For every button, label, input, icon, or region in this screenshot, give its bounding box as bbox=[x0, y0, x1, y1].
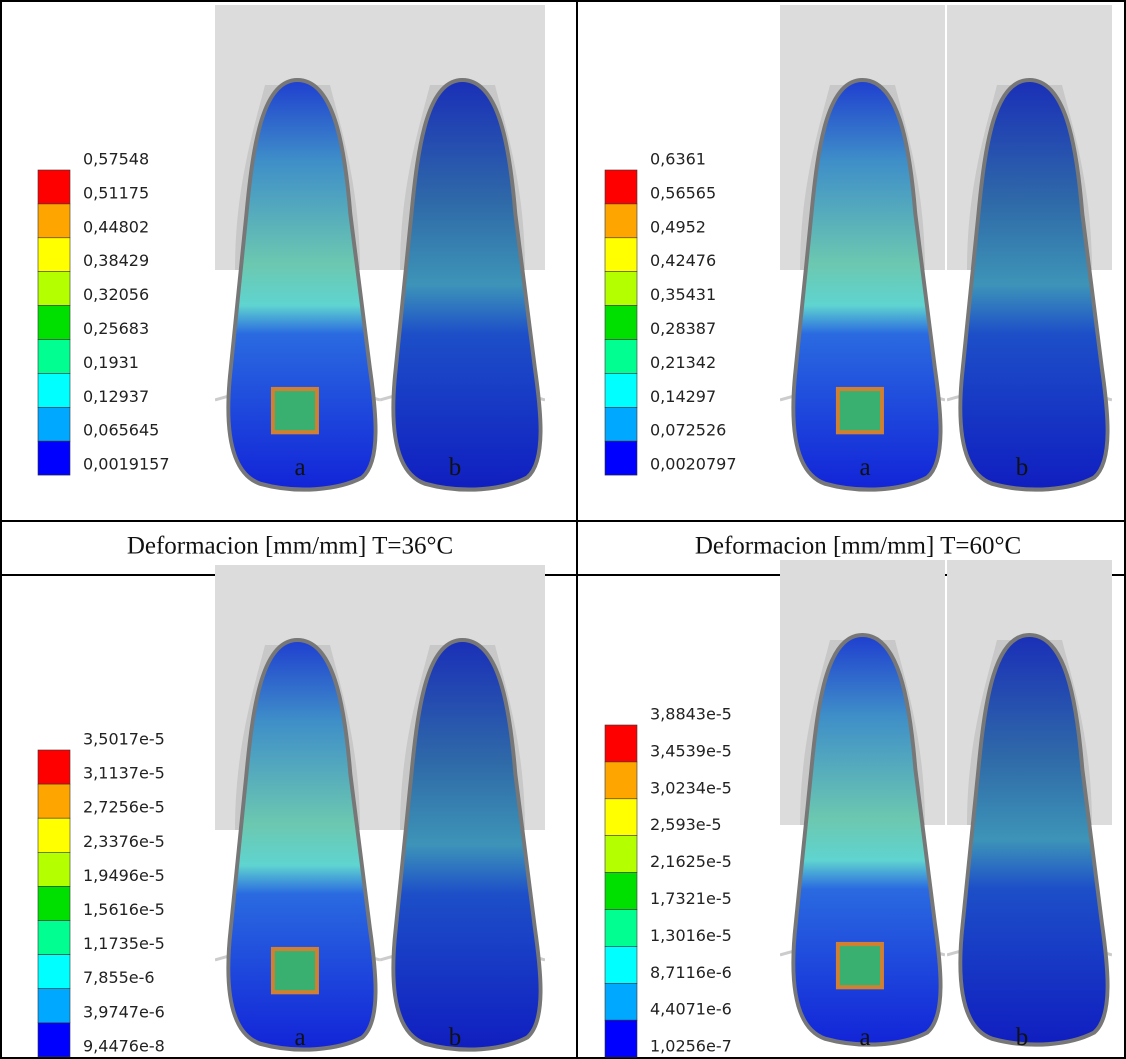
legend-label: 2,7256e-5 bbox=[83, 798, 165, 817]
legend-swatch bbox=[37, 373, 71, 408]
legend-label: 0,35431 bbox=[650, 285, 716, 304]
image-label: a bbox=[294, 1024, 305, 1051]
legend-label: 2,3376e-5 bbox=[83, 832, 165, 851]
defect bbox=[835, 941, 884, 990]
image-label: b bbox=[1016, 454, 1029, 481]
caption: Deformacion [mm/mm] T=60°C bbox=[695, 533, 1021, 560]
legend-label: 0,065645 bbox=[83, 421, 159, 440]
legend-swatch bbox=[604, 872, 638, 910]
legend-swatch bbox=[604, 339, 638, 374]
legend-label: 0,12937 bbox=[83, 387, 149, 406]
legend-swatch bbox=[37, 817, 71, 853]
legend-label: 3,1137e-5 bbox=[83, 764, 165, 783]
legend-swatch bbox=[37, 305, 71, 340]
legend-label: 9,4476e-8 bbox=[83, 1036, 165, 1055]
legend-swatch bbox=[604, 373, 638, 408]
legend-label: 0,56565 bbox=[650, 183, 716, 202]
legend-label: 0,21342 bbox=[650, 353, 716, 372]
legend-swatch bbox=[604, 440, 638, 476]
legend-label: 8,7116e-6 bbox=[650, 963, 732, 982]
legend-swatch bbox=[604, 305, 638, 340]
legend-label: 7,855e-6 bbox=[83, 968, 155, 987]
legend-swatch bbox=[604, 798, 638, 836]
legend-label: 0,4952 bbox=[650, 217, 706, 236]
legend-swatch bbox=[604, 237, 638, 273]
defect bbox=[835, 386, 884, 435]
legend-swatch bbox=[37, 988, 71, 1024]
legend-label: 3,8843e-5 bbox=[650, 705, 732, 724]
legend-label: 1,9496e-5 bbox=[83, 866, 165, 885]
legend-label: 0,0020797 bbox=[650, 455, 737, 474]
legend-swatch bbox=[604, 982, 638, 1021]
legend-label: 1,1735e-5 bbox=[83, 934, 165, 953]
legend-swatch bbox=[37, 237, 71, 273]
image-label: a bbox=[859, 454, 870, 481]
tooth bbox=[228, 80, 375, 490]
legend-label: 0,6361 bbox=[650, 150, 706, 169]
legend-label: 3,5017e-5 bbox=[83, 730, 165, 749]
legend-swatch bbox=[37, 271, 71, 306]
legend-swatch bbox=[37, 783, 71, 819]
defect bbox=[270, 386, 319, 435]
legend-swatch bbox=[604, 1019, 638, 1058]
legend-swatch bbox=[604, 909, 638, 947]
image-label: a bbox=[294, 454, 305, 481]
legend-label: 0,14297 bbox=[650, 387, 716, 406]
legend-label: 3,9747e-6 bbox=[83, 1002, 165, 1021]
caption: Deformacion [mm/mm] T=36°C bbox=[127, 533, 453, 560]
legend-label: 0,0019157 bbox=[83, 455, 170, 474]
legend-label: 0,51175 bbox=[83, 183, 149, 202]
legend-label: 0,28387 bbox=[650, 319, 716, 338]
tooth bbox=[793, 635, 940, 1045]
legend-label: 0,072526 bbox=[650, 421, 726, 440]
legend-label: 0,32056 bbox=[83, 285, 149, 304]
legend-swatch bbox=[37, 339, 71, 374]
legend-label: 0,44802 bbox=[83, 217, 149, 236]
legend-swatch bbox=[37, 920, 71, 955]
legend-swatch bbox=[37, 886, 71, 921]
legend-swatch bbox=[37, 1022, 71, 1058]
legend-label: 4,4071e-6 bbox=[650, 1000, 732, 1019]
tooth bbox=[793, 80, 940, 490]
legend-swatch bbox=[604, 271, 638, 306]
legend-label: 0,42476 bbox=[650, 251, 716, 270]
legend-label: 1,0256e-7 bbox=[650, 1037, 732, 1056]
image-label: a bbox=[859, 1024, 870, 1051]
image-label: b bbox=[449, 1024, 462, 1051]
legend-label: 1,5616e-5 bbox=[83, 900, 165, 919]
legend-label: 1,3016e-5 bbox=[650, 926, 732, 945]
legend-swatch bbox=[37, 749, 71, 785]
image-label: b bbox=[449, 454, 462, 481]
legend-swatch bbox=[604, 946, 638, 984]
legend-label: 1,7321e-5 bbox=[650, 889, 732, 908]
legend-label: 3,0234e-5 bbox=[650, 778, 732, 797]
legend-swatch bbox=[604, 724, 638, 763]
legend-swatch bbox=[604, 835, 638, 873]
legend-label: 0,25683 bbox=[83, 319, 149, 338]
legend-label: 2,593e-5 bbox=[650, 815, 722, 834]
legend-swatch bbox=[604, 406, 638, 442]
image-label: b bbox=[1016, 1024, 1029, 1051]
legend-swatch bbox=[604, 761, 638, 800]
legend-swatch bbox=[37, 203, 71, 239]
legend-label: 2,1625e-5 bbox=[650, 852, 732, 871]
legend-label: 3,4539e-5 bbox=[650, 741, 732, 760]
legend-label: 0,57548 bbox=[83, 150, 149, 169]
legend-swatch bbox=[37, 851, 71, 887]
legend-swatch bbox=[37, 440, 71, 476]
legend-swatch bbox=[37, 954, 71, 989]
legend-label: 0,1931 bbox=[83, 353, 139, 372]
legend-swatch bbox=[37, 169, 71, 205]
tooth bbox=[228, 640, 375, 1050]
legend-label: 0,38429 bbox=[83, 251, 149, 270]
legend-swatch bbox=[604, 203, 638, 239]
defect bbox=[270, 946, 319, 995]
legend-swatch bbox=[37, 406, 71, 442]
legend-swatch bbox=[604, 169, 638, 205]
